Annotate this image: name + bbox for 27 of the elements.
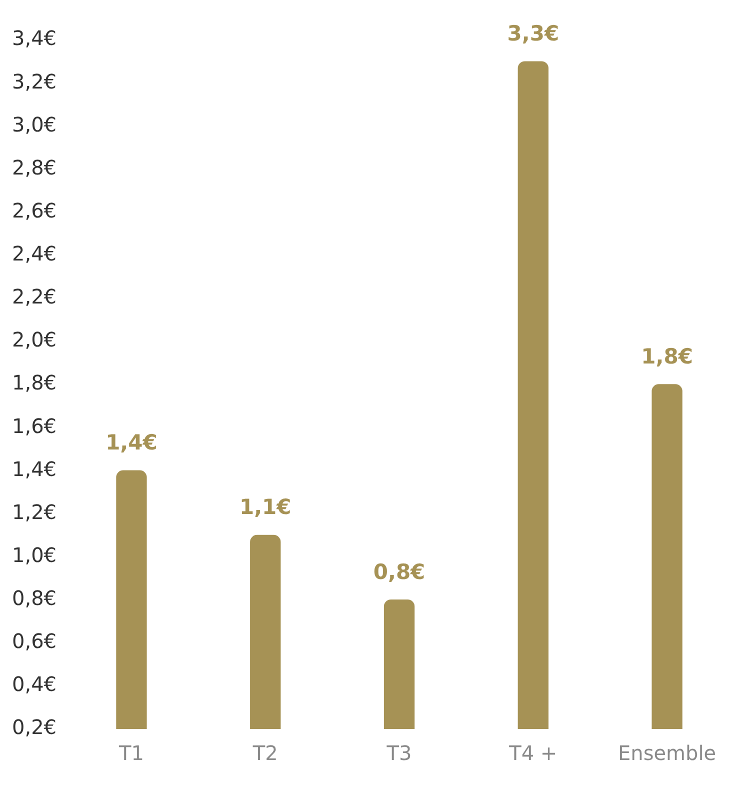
- y-tick-label: 3,4€: [12, 26, 57, 50]
- y-tick-label: 2,8€: [12, 155, 57, 180]
- x-tick-label: T4 +: [508, 741, 558, 766]
- y-tick-label: 1,6€: [12, 414, 57, 438]
- y-tick-label: 1,8€: [12, 370, 57, 395]
- y-tick-label: 0,8€: [12, 586, 57, 610]
- y-tick-label: 0,4€: [12, 672, 57, 696]
- data-label: 1,4€: [106, 430, 158, 455]
- x-tick-label: T2: [252, 741, 278, 766]
- x-tick-label: Ensemble: [618, 741, 716, 766]
- y-tick-label: 1,4€: [12, 456, 57, 481]
- x-tick-label: T3: [386, 741, 412, 766]
- y-tick-label: 1,2€: [12, 500, 57, 524]
- y-tick-label: 1,0€: [12, 542, 57, 567]
- y-tick-label: 0,2€: [12, 715, 57, 740]
- y-tick-label: 2,2€: [12, 284, 57, 309]
- y-tick-label: 0,6€: [12, 629, 57, 654]
- x-tick-label: T1: [118, 741, 144, 766]
- y-tick-label: 2,0€: [12, 328, 57, 352]
- data-label: 0,8€: [373, 560, 426, 584]
- y-tick-label: 3,0€: [12, 112, 57, 136]
- data-label: 3,3€: [507, 21, 560, 46]
- y-tick-label: 2,6€: [12, 198, 57, 222]
- data-label: 1,1€: [239, 495, 292, 520]
- y-tick-label: 2,4€: [12, 242, 57, 266]
- data-label: 1,8€: [641, 344, 693, 368]
- y-tick-label: 3,2€: [12, 69, 57, 94]
